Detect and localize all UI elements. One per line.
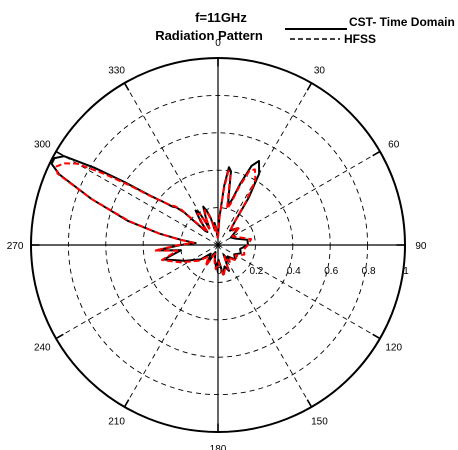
radial-tick-label: 0.2 (249, 266, 263, 277)
chart-subtitle: f=11GHz (195, 10, 247, 25)
angle-spoke (217, 82, 312, 246)
radial-tick-label: 0.6 (324, 266, 338, 277)
legend: CST- Time Domain HFSS (285, 15, 455, 46)
angle-tick-mark (123, 82, 130, 91)
radial-tick-label: 0.8 (362, 266, 376, 277)
angle-tick-mark (123, 399, 130, 408)
series-line-hfss (55, 162, 257, 278)
legend-label-hfss: HFSS (344, 32, 376, 46)
tick-labels: 0 30 60 90 120 150 180 210 240 270 300 330 0 0.2 0.4 0.… (7, 38, 427, 450)
angle-tick-label: 120 (385, 342, 402, 353)
angle-spoke (55, 151, 219, 246)
angle-spoke (124, 244, 219, 408)
series-layer (50, 155, 261, 278)
radial-tick-label: 0 (216, 266, 222, 277)
angle-tick-label: 90 (415, 241, 427, 252)
angle-tick-mark (306, 399, 313, 408)
angle-tick-mark (306, 82, 313, 91)
angle-tick-label: 240 (34, 342, 51, 353)
angle-tick-mark (55, 150, 64, 157)
angle-tick-label: 180 (210, 444, 227, 450)
angle-tick-mark (372, 150, 381, 157)
angle-tick-label: 300 (34, 140, 51, 151)
angle-spoke (217, 151, 381, 246)
polar-grid (30, 57, 406, 433)
angle-spoke (217, 244, 381, 339)
angle-tick-label: 270 (7, 241, 24, 252)
legend-label-cst: CST- Time Domain (349, 15, 455, 29)
radial-tick-label: 0.4 (287, 266, 301, 277)
angle-tick-label: 330 (108, 65, 125, 76)
chart-title: Radiation Pattern (155, 28, 263, 43)
angle-tick-label: 60 (388, 140, 400, 151)
angle-tick-mark (372, 333, 381, 340)
angle-tick-mark (55, 333, 64, 340)
angle-tick-label: 150 (311, 417, 328, 428)
angle-tick-label: 30 (314, 65, 326, 76)
angle-spoke (217, 244, 312, 408)
radial-tick-label: 1 (403, 266, 409, 277)
angle-tick-label: 210 (108, 417, 125, 428)
angle-tick-label: 0 (215, 38, 221, 49)
